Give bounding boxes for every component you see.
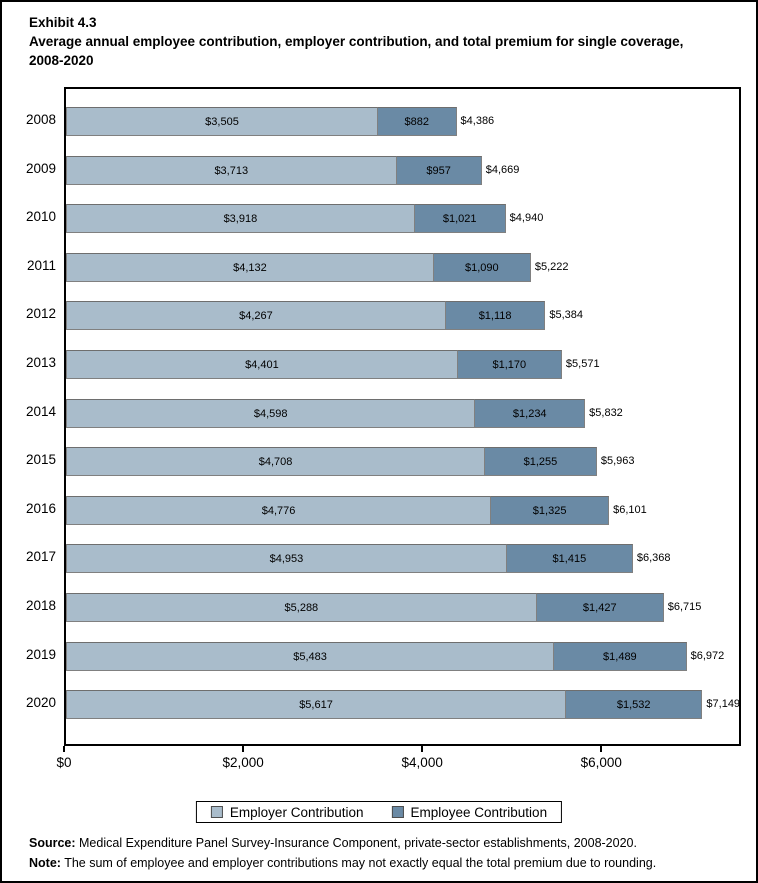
category-label-2018: 2018 [25, 598, 56, 613]
category-label-2019: 2019 [25, 647, 56, 662]
employer-contribution-segment: $5,483 [66, 642, 555, 671]
category-label-2009: 2009 [25, 161, 56, 176]
employer-contribution-segment: $4,401 [66, 350, 458, 379]
employer-contribution-segment: $4,708 [66, 447, 486, 476]
employee-contribution-segment: $1,532 [566, 690, 703, 719]
legend-item-employee: Employee Contribution [391, 804, 548, 820]
total-premium-label: $6,972 [690, 650, 725, 662]
category-label-2011: 2011 [26, 258, 56, 273]
employee-contribution-segment: $1,118 [445, 301, 546, 330]
employer-contribution-segment: $5,288 [66, 593, 537, 622]
category-label-2016: 2016 [25, 501, 56, 516]
plot-area: $3,505 $882 $4,386 $3,713 $957 $4,669 $3,918 $1… [64, 87, 741, 746]
category-label-2017: 2017 [25, 549, 56, 564]
legend-label-employee: Employee Contribution [410, 804, 548, 820]
employee-contribution-segment: $1,255 [485, 447, 597, 476]
tick-mark [242, 746, 245, 752]
total-premium-label: $5,384 [549, 309, 584, 321]
note-line: Note: The sum of employee and employer c… [29, 853, 739, 873]
tick-label: $4,000 [401, 755, 443, 770]
total-premium-label: $7,149 [706, 698, 741, 710]
bar-row-2018: $5,288 $1,427 $6,715 [66, 593, 739, 622]
source-label: Source: [29, 836, 76, 850]
employer-contribution-segment: $4,267 [66, 301, 446, 330]
footer: Source: Medical Expenditure Panel Survey… [29, 833, 739, 873]
bar-row-2019: $5,483 $1,489 $6,972 [66, 642, 739, 671]
y-axis-category-labels: 2008 2009 2010 2011 2012 2013 2014 2015 2016 2017… [2, 87, 56, 746]
bar-row-2012: $4,267 $1,118 $5,384 [66, 301, 739, 330]
bar-row-2014: $4,598 $1,234 $5,832 [66, 399, 739, 428]
bar-row-2011: $4,132 $1,090 $5,222 [66, 253, 739, 282]
total-premium-label: $5,222 [534, 261, 569, 273]
legend-swatch-employee [391, 806, 404, 818]
legend: Employer Contribution Employee Contribut… [195, 801, 563, 823]
employee-contribution-segment: $1,090 [433, 253, 531, 282]
employee-contribution-segment: $882 [378, 107, 457, 136]
x-axis: $0 $2,000 $4,000 $6,000 [56, 746, 741, 782]
total-premium-label: $5,963 [600, 455, 635, 467]
tick-label: $2,000 [222, 755, 264, 770]
legend-label-employer: Employer Contribution [229, 804, 364, 820]
tick-mark [63, 746, 65, 752]
employer-contribution-segment: $3,713 [66, 156, 397, 185]
total-premium-label: $4,940 [509, 212, 544, 224]
legend-item-employer: Employer Contribution [210, 804, 364, 820]
bar-row-2016: $4,776 $1,325 $6,101 [66, 496, 739, 525]
employer-contribution-segment: $3,505 [66, 107, 379, 136]
employee-contribution-segment: $1,325 [491, 496, 610, 525]
source-line: Source: Medical Expenditure Panel Survey… [29, 833, 739, 853]
exhibit-number: Exhibit 4.3 [29, 15, 97, 30]
total-premium-label: $6,101 [613, 504, 647, 516]
total-premium-label: $6,368 [636, 552, 671, 564]
total-premium-label: $5,832 [589, 407, 623, 419]
employee-contribution-segment: $1,170 [457, 350, 562, 379]
note-text: The sum of employee and employer contrib… [60, 856, 657, 870]
category-label-2014: 2014 [25, 404, 56, 419]
note-label: Note: [29, 856, 61, 870]
tick-label: $6,000 [580, 755, 622, 770]
chart-title: Average annual employee contribution, em… [29, 34, 684, 68]
total-premium-label: $4,386 [460, 115, 495, 127]
source-text: Medical Expenditure Panel Survey-Insuran… [75, 836, 637, 850]
bar-row-2017: $4,953 $1,415 $6,368 [66, 544, 739, 573]
title-block: Exhibit 4.3 Average annual employee cont… [29, 13, 695, 70]
tick-label: $0 [56, 755, 72, 770]
employee-contribution-segment: $1,234 [475, 399, 586, 428]
bar-row-2009: $3,713 $957 $4,669 [66, 156, 739, 185]
category-label-2012: 2012 [25, 306, 56, 321]
employer-contribution-segment: $4,953 [66, 544, 507, 573]
bar-row-2020: $5,617 $1,532 $7,149 [66, 690, 741, 719]
bar-row-2013: $4,401 $1,170 $5,571 [66, 350, 739, 379]
category-label-2020: 2020 [25, 695, 56, 710]
category-label-2010: 2010 [25, 209, 56, 224]
employer-contribution-segment: $5,617 [66, 690, 567, 719]
bar-row-2008: $3,505 $882 $4,386 [66, 107, 739, 136]
category-label-2008: 2008 [25, 112, 56, 127]
employee-contribution-segment: $1,021 [414, 204, 506, 233]
bar-row-2010: $3,918 $1,021 $4,940 [66, 204, 739, 233]
category-label-2013: 2013 [25, 355, 56, 370]
employee-contribution-segment: $957 [396, 156, 482, 185]
employee-contribution-segment: $1,427 [536, 593, 664, 622]
employer-contribution-segment: $4,776 [66, 496, 492, 525]
total-premium-label: $4,669 [485, 164, 520, 176]
legend-swatch-employer [210, 806, 223, 818]
tick-mark [600, 746, 603, 752]
bar-row-2015: $4,708 $1,255 $5,963 [66, 447, 739, 476]
employer-contribution-segment: $4,132 [66, 253, 434, 282]
total-premium-label: $5,571 [565, 358, 600, 370]
employee-contribution-segment: $1,415 [506, 544, 633, 573]
category-label-2015: 2015 [25, 452, 56, 467]
employer-contribution-segment: $3,918 [66, 204, 415, 233]
employee-contribution-segment: $1,489 [554, 642, 687, 671]
employer-contribution-segment: $4,598 [66, 399, 476, 428]
total-premium-label: $6,715 [667, 601, 702, 613]
tick-mark [421, 746, 424, 752]
